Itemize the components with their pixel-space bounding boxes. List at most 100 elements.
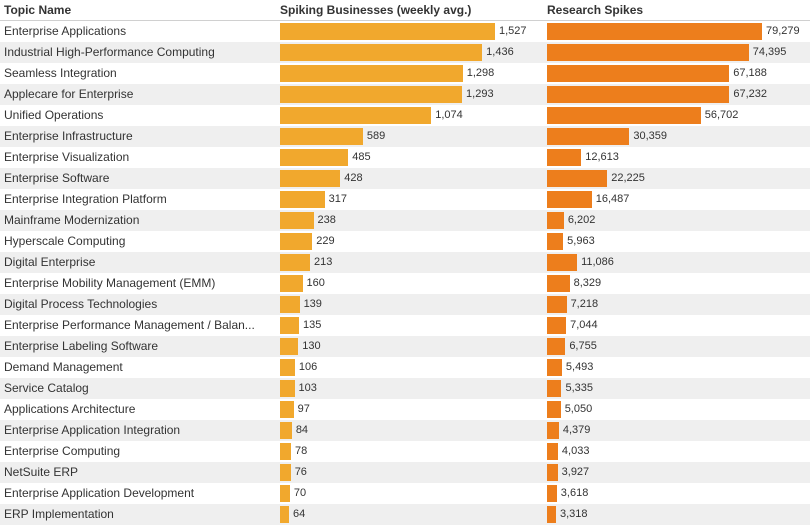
research-value: 79,279 [762, 25, 800, 37]
spiking-cell: 135 [276, 315, 543, 336]
research-cell: 7,044 [543, 315, 810, 336]
research-value: 7,218 [567, 298, 599, 310]
topic-name: Unified Operations [0, 105, 276, 126]
research-value: 5,493 [562, 361, 594, 373]
table-row[interactable]: Demand Management1065,493 [0, 357, 810, 378]
table-row[interactable]: NetSuite ERP763,927 [0, 462, 810, 483]
spiking-bar [280, 401, 294, 418]
topic-name: Mainframe Modernization [0, 210, 276, 231]
spiking-value: 428 [340, 172, 362, 184]
spiking-bar [280, 443, 291, 460]
header-research[interactable]: Research Spikes [543, 0, 810, 21]
research-bar [547, 128, 629, 145]
spiking-bar [280, 233, 312, 250]
table-row[interactable]: Enterprise Applications1,52779,279 [0, 21, 810, 42]
spiking-bar [280, 359, 295, 376]
spiking-value: 589 [363, 130, 385, 142]
spiking-value: 78 [291, 445, 307, 457]
topic-table: Topic Name Spiking Businesses (weekly av… [0, 0, 810, 525]
table-row[interactable]: Enterprise Integration Platform31716,487 [0, 189, 810, 210]
table-row[interactable]: Enterprise Visualization48512,613 [0, 147, 810, 168]
spiking-bar [280, 44, 482, 61]
topic-name: Enterprise Software [0, 168, 276, 189]
table-row[interactable]: Industrial High-Performance Computing1,4… [0, 42, 810, 63]
header-topic[interactable]: Topic Name [0, 0, 276, 21]
spiking-cell: 213 [276, 252, 543, 273]
research-value: 12,613 [581, 151, 619, 163]
research-bar [547, 380, 561, 397]
spiking-bar [280, 191, 325, 208]
spiking-bar [280, 338, 298, 355]
table-row[interactable]: Enterprise Performance Management / Bala… [0, 315, 810, 336]
table-row[interactable]: Enterprise Computing784,033 [0, 441, 810, 462]
spiking-value: 1,074 [431, 109, 463, 121]
spiking-value: 130 [298, 340, 320, 352]
research-cell: 5,335 [543, 378, 810, 399]
table-row[interactable]: Applecare for Enterprise 1,293 67,232 [0, 84, 810, 105]
spiking-value: 317 [325, 193, 347, 205]
spiking-bar [280, 86, 462, 103]
spiking-value: 135 [299, 319, 321, 331]
research-cell: 6,202 [543, 210, 810, 231]
research-bar [547, 107, 701, 124]
research-bar [547, 212, 564, 229]
table-row[interactable]: Enterprise Labeling Software1306,755 [0, 336, 810, 357]
table-row[interactable]: Unified Operations1,07456,702 [0, 105, 810, 126]
topic-name: Applecare for Enterprise [0, 84, 276, 105]
research-bar [547, 23, 762, 40]
topic-name: Enterprise Performance Management / Bala… [0, 315, 276, 336]
topic-name: Enterprise Integration Platform [0, 189, 276, 210]
spiking-value: 84 [292, 424, 308, 436]
spiking-value: 238 [314, 214, 336, 226]
spiking-cell: 70 [276, 483, 543, 504]
spiking-bar [280, 485, 290, 502]
topic-name: Seamless Integration [0, 63, 276, 84]
table-row[interactable]: Mainframe Modernization 238 6,202 [0, 210, 810, 231]
table-row[interactable]: Enterprise Infrastructure58930,359 [0, 126, 810, 147]
spiking-value: 76 [291, 466, 307, 478]
research-value: 4,379 [559, 424, 591, 436]
topic-name: Enterprise Labeling Software [0, 336, 276, 357]
topic-name: Digital Process Technologies [0, 294, 276, 315]
research-cell: 67,232 [543, 84, 810, 105]
research-bar [547, 485, 557, 502]
research-cell: 79,279 [543, 21, 810, 42]
research-cell: 4,379 [543, 420, 810, 441]
table-row[interactable]: Hyperscale Computing2295,963 [0, 231, 810, 252]
table-row[interactable]: Seamless Integration1,29867,188 [0, 63, 810, 84]
topic-name: ERP Implementation [0, 504, 276, 525]
spiking-bar [280, 254, 310, 271]
spiking-bar [280, 380, 295, 397]
table-row[interactable]: Digital Enterprise213 11,086 [0, 252, 810, 273]
table-row[interactable]: ERP Implementation643,318 [0, 504, 810, 525]
table-row[interactable]: Enterprise Mobility Management (EMM)1608… [0, 273, 810, 294]
research-value: 22,225 [607, 172, 645, 184]
spiking-cell: 229 [276, 231, 543, 252]
table-row[interactable]: Service Catalog1035,335 [0, 378, 810, 399]
spiking-bar [280, 107, 431, 124]
research-cell: 4,033 [543, 441, 810, 462]
table-row[interactable]: Enterprise Software 428 22,225 [0, 168, 810, 189]
research-cell: 22,225 [543, 168, 810, 189]
table-row[interactable]: Enterprise Application Integration 84 4,37… [0, 420, 810, 441]
spiking-value: 1,293 [462, 88, 494, 100]
research-value: 67,232 [729, 88, 767, 100]
research-cell: 5,050 [543, 399, 810, 420]
research-value: 74,395 [749, 46, 787, 58]
research-cell: 5,963 [543, 231, 810, 252]
research-bar [547, 296, 567, 313]
research-value: 3,618 [557, 487, 589, 499]
topic-name: Service Catalog [0, 378, 276, 399]
spiking-bar [280, 506, 289, 523]
research-value: 3,927 [558, 466, 590, 478]
topic-name: Enterprise Application Integration [0, 420, 276, 441]
spiking-cell: 1,436 [276, 42, 543, 63]
research-value: 11,086 [577, 256, 614, 268]
table-row[interactable]: Digital Process Technologies1397,218 [0, 294, 810, 315]
table-row[interactable]: Applications Architecture975,050 [0, 399, 810, 420]
topic-name: Digital Enterprise [0, 252, 276, 273]
table-row[interactable]: Enterprise Application Development703,61… [0, 483, 810, 504]
spiking-bar [280, 464, 291, 481]
spiking-bar [280, 149, 348, 166]
header-spiking[interactable]: Spiking Businesses (weekly avg.) [276, 0, 543, 21]
